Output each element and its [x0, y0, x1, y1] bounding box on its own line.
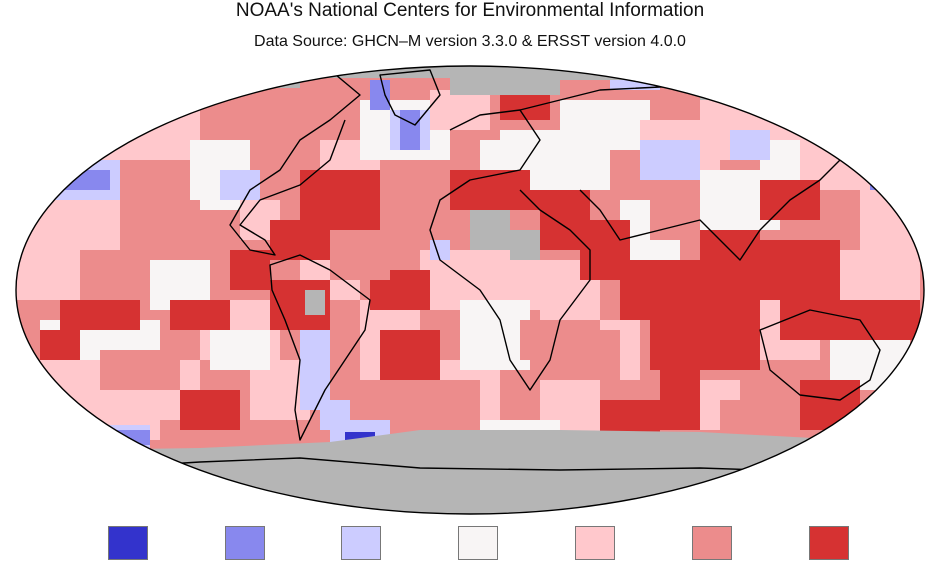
grid-cell [730, 130, 770, 160]
grid-cell [460, 300, 530, 370]
color-legend [0, 526, 940, 562]
grid-cell [870, 160, 920, 190]
globe-outline [15, 65, 925, 515]
grid-cell [230, 250, 270, 290]
grid-cell [640, 140, 700, 180]
grid-cell [560, 100, 650, 150]
much-warmer-swatch [809, 526, 849, 560]
coastline-path [429, 109, 591, 391]
grid-cell [860, 180, 924, 260]
grid-cell [610, 66, 660, 90]
grid-cell [100, 350, 180, 390]
grid-cell [270, 220, 330, 260]
grid-cell [220, 170, 260, 200]
grid-cell [370, 80, 390, 110]
grid-cell [400, 110, 420, 150]
coastline-path [379, 69, 441, 126]
grid-cell [720, 400, 780, 430]
grid-cell [20, 100, 200, 160]
grid-cell [400, 380, 480, 430]
grid-cell [890, 160, 910, 180]
grid-cell [660, 370, 700, 430]
coastline-path [759, 309, 881, 401]
slightly-warmer-swatch [575, 526, 615, 560]
grid-cell [650, 310, 760, 370]
map-subtitle: Data Source: GHCN–M version 3.3.0 & ERSS… [254, 33, 686, 50]
grid-cell [800, 120, 880, 190]
grid-cell [120, 200, 200, 250]
grid-cell [430, 90, 490, 130]
slightly-colder-swatch [341, 526, 381, 560]
grid-cell [100, 430, 150, 445]
grid-cell [560, 330, 620, 380]
grid-cell [60, 300, 140, 330]
much-colder-swatch [108, 526, 148, 560]
colder-swatch [225, 526, 265, 560]
grid-cell [40, 330, 80, 360]
grid-cell [170, 300, 230, 330]
grid-cell [305, 290, 325, 315]
near-normal-swatch [458, 526, 498, 560]
grid-cell [50, 170, 110, 190]
grid-cell [520, 320, 560, 360]
grid-cell [800, 380, 860, 430]
map-title: NOAA's National Centers for Environmenta… [235, 0, 705, 21]
grid-cell [820, 300, 920, 340]
coastline-path [269, 254, 371, 441]
grid-cell [300, 330, 330, 410]
grid-cell [330, 230, 390, 280]
warmer-swatch [692, 526, 732, 560]
grid-cell [650, 180, 690, 240]
grid-cell [16, 250, 80, 300]
grid-cell [180, 390, 240, 430]
grid-cell [580, 220, 630, 280]
grid-cell [560, 150, 610, 190]
grid-cell [510, 230, 540, 260]
grid-cell [210, 330, 270, 370]
grid-cell [430, 240, 450, 260]
grid-cell [380, 330, 440, 380]
grid-cell [470, 210, 510, 250]
grid-cell [760, 240, 840, 300]
grid-cell [20, 200, 130, 250]
